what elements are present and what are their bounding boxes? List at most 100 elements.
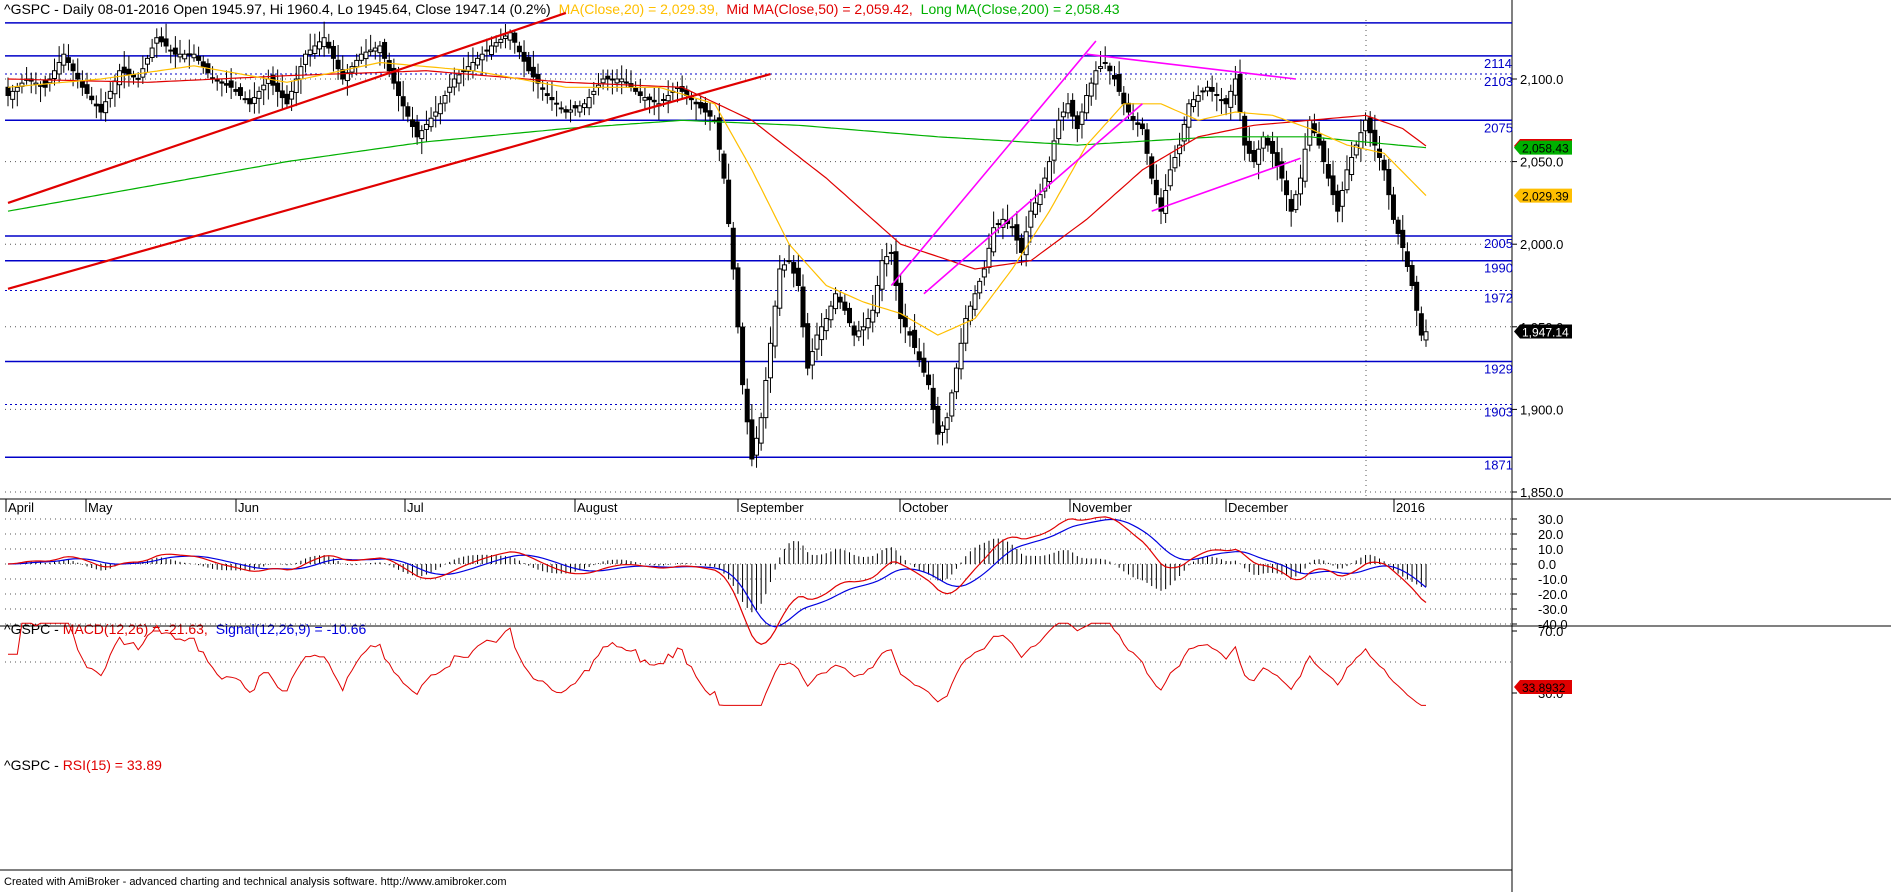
candle bbox=[93, 95, 99, 119]
candle bbox=[1409, 260, 1415, 290]
candle bbox=[19, 74, 25, 94]
candle bbox=[581, 98, 587, 116]
candle bbox=[368, 34, 374, 57]
candle bbox=[1023, 216, 1029, 267]
candle-body bbox=[1372, 129, 1378, 146]
candle bbox=[1019, 233, 1025, 266]
candle-body bbox=[1377, 148, 1383, 158]
candle-body bbox=[521, 51, 527, 62]
candle bbox=[279, 74, 285, 110]
candle bbox=[1372, 114, 1378, 162]
candle-body bbox=[1153, 179, 1159, 196]
candle-body bbox=[10, 90, 16, 100]
candle-body bbox=[363, 51, 369, 60]
candle-body bbox=[321, 37, 327, 48]
candle bbox=[451, 67, 457, 96]
candle bbox=[902, 303, 908, 344]
candle-body bbox=[819, 326, 825, 341]
candle bbox=[1288, 190, 1294, 227]
candle bbox=[326, 33, 332, 54]
level-label: 1972 bbox=[1484, 290, 1513, 305]
candle-body bbox=[1256, 148, 1262, 165]
candle-body bbox=[902, 315, 908, 328]
candle bbox=[479, 46, 485, 77]
candle-body bbox=[912, 329, 918, 348]
candle bbox=[400, 80, 406, 120]
candle-body bbox=[1307, 119, 1313, 146]
price-tick-label: 2,050.0 bbox=[1520, 155, 1563, 170]
ma200-label: Long MA(Close,200) = 2,058.43 bbox=[921, 1, 1120, 17]
candle bbox=[698, 95, 704, 115]
candle-body bbox=[763, 379, 769, 419]
candle-body bbox=[326, 41, 332, 49]
candle bbox=[247, 89, 253, 113]
candle bbox=[935, 396, 941, 445]
candle-body bbox=[1316, 133, 1322, 146]
level-label: 1903 bbox=[1484, 404, 1513, 419]
level-label: 2005 bbox=[1484, 236, 1513, 251]
candle-body bbox=[1251, 150, 1257, 163]
candle bbox=[224, 70, 230, 93]
candle-body bbox=[1218, 99, 1224, 102]
candle bbox=[800, 274, 806, 338]
candle-body bbox=[1149, 156, 1155, 179]
candle-body bbox=[939, 425, 945, 433]
candle-body bbox=[330, 45, 336, 59]
candle bbox=[112, 74, 118, 107]
macd-tick-label: -10.0 bbox=[1538, 572, 1568, 587]
candle bbox=[1186, 99, 1192, 143]
candle bbox=[744, 378, 750, 435]
candle bbox=[995, 219, 1001, 234]
candle-body bbox=[1302, 148, 1308, 182]
ma20-label: MA(Close,20) = 2,029.39, bbox=[559, 1, 719, 17]
candle bbox=[1404, 242, 1410, 272]
candle bbox=[893, 238, 899, 301]
last-value-badge-text: 2,058.43 bbox=[1522, 142, 1569, 156]
candle bbox=[1014, 211, 1020, 254]
candle-body bbox=[847, 307, 853, 324]
candle-body bbox=[707, 110, 713, 117]
rsi-tick-label: 70.0 bbox=[1538, 624, 1563, 639]
candle bbox=[805, 312, 811, 376]
candle bbox=[628, 70, 634, 92]
candle-body bbox=[540, 87, 546, 90]
candle bbox=[1381, 155, 1387, 181]
candle-body bbox=[1093, 70, 1099, 85]
last-value-badge-text: 1,947.14 bbox=[1522, 326, 1569, 340]
candle-body bbox=[888, 251, 894, 254]
month-label: May bbox=[88, 500, 113, 515]
candle bbox=[28, 72, 34, 94]
candle bbox=[363, 39, 369, 68]
candle bbox=[1139, 117, 1145, 136]
candle-body bbox=[1107, 65, 1113, 72]
candle-body bbox=[1056, 119, 1062, 140]
candle bbox=[149, 38, 155, 62]
ma20-line bbox=[7, 61, 1427, 336]
month-label: August bbox=[577, 500, 618, 515]
candle-body bbox=[428, 117, 434, 128]
level-label: 2114 bbox=[1484, 56, 1512, 71]
candle-body bbox=[5, 86, 11, 97]
candle-body bbox=[1293, 194, 1299, 211]
macd-tick-label: 0.0 bbox=[1538, 557, 1556, 572]
candle-body bbox=[1223, 98, 1229, 105]
candle-body bbox=[186, 53, 192, 56]
candle-body bbox=[953, 367, 959, 393]
candle bbox=[1088, 77, 1094, 106]
candle-body bbox=[1037, 194, 1043, 205]
candle bbox=[1321, 137, 1327, 174]
candle bbox=[1218, 87, 1224, 114]
candle-body bbox=[191, 53, 197, 59]
candle-body bbox=[1358, 132, 1364, 149]
candle-body bbox=[465, 66, 471, 72]
candle-body bbox=[84, 84, 90, 94]
candle bbox=[498, 28, 504, 49]
candle bbox=[1149, 153, 1155, 185]
candle bbox=[275, 69, 281, 107]
candle bbox=[1316, 121, 1322, 149]
candle-body bbox=[386, 60, 392, 72]
candle bbox=[953, 363, 959, 400]
candle-body bbox=[168, 49, 174, 52]
candle bbox=[1349, 141, 1355, 182]
candle bbox=[1204, 80, 1210, 97]
